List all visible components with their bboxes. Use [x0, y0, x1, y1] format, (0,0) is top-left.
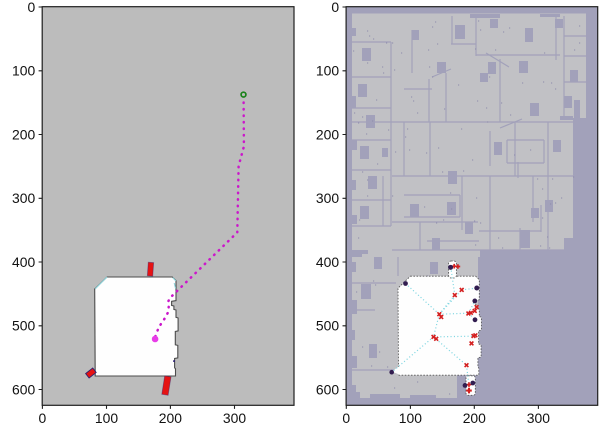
svg-text:500: 500 [316, 318, 339, 334]
svg-text:0: 0 [27, 0, 35, 15]
svg-text:400: 400 [316, 254, 339, 270]
svg-text:200: 200 [463, 410, 486, 426]
svg-text:200: 200 [316, 126, 339, 142]
svg-text:0: 0 [39, 410, 47, 426]
svg-text:300: 300 [527, 410, 550, 426]
svg-text:300: 300 [12, 190, 35, 206]
svg-text:300: 300 [316, 190, 339, 206]
svg-text:500: 500 [12, 318, 35, 334]
svg-text:100: 100 [399, 410, 422, 426]
svg-text:300: 300 [223, 410, 246, 426]
svg-text:100: 100 [12, 63, 35, 79]
svg-text:100: 100 [316, 63, 339, 79]
svg-text:0: 0 [331, 0, 339, 15]
svg-text:200: 200 [159, 410, 182, 426]
svg-text:0: 0 [342, 410, 350, 426]
svg-text:100: 100 [95, 410, 118, 426]
svg-text:600: 600 [12, 381, 35, 397]
svg-text:600: 600 [316, 381, 339, 397]
svg-text:400: 400 [12, 254, 35, 270]
svg-text:200: 200 [12, 126, 35, 142]
